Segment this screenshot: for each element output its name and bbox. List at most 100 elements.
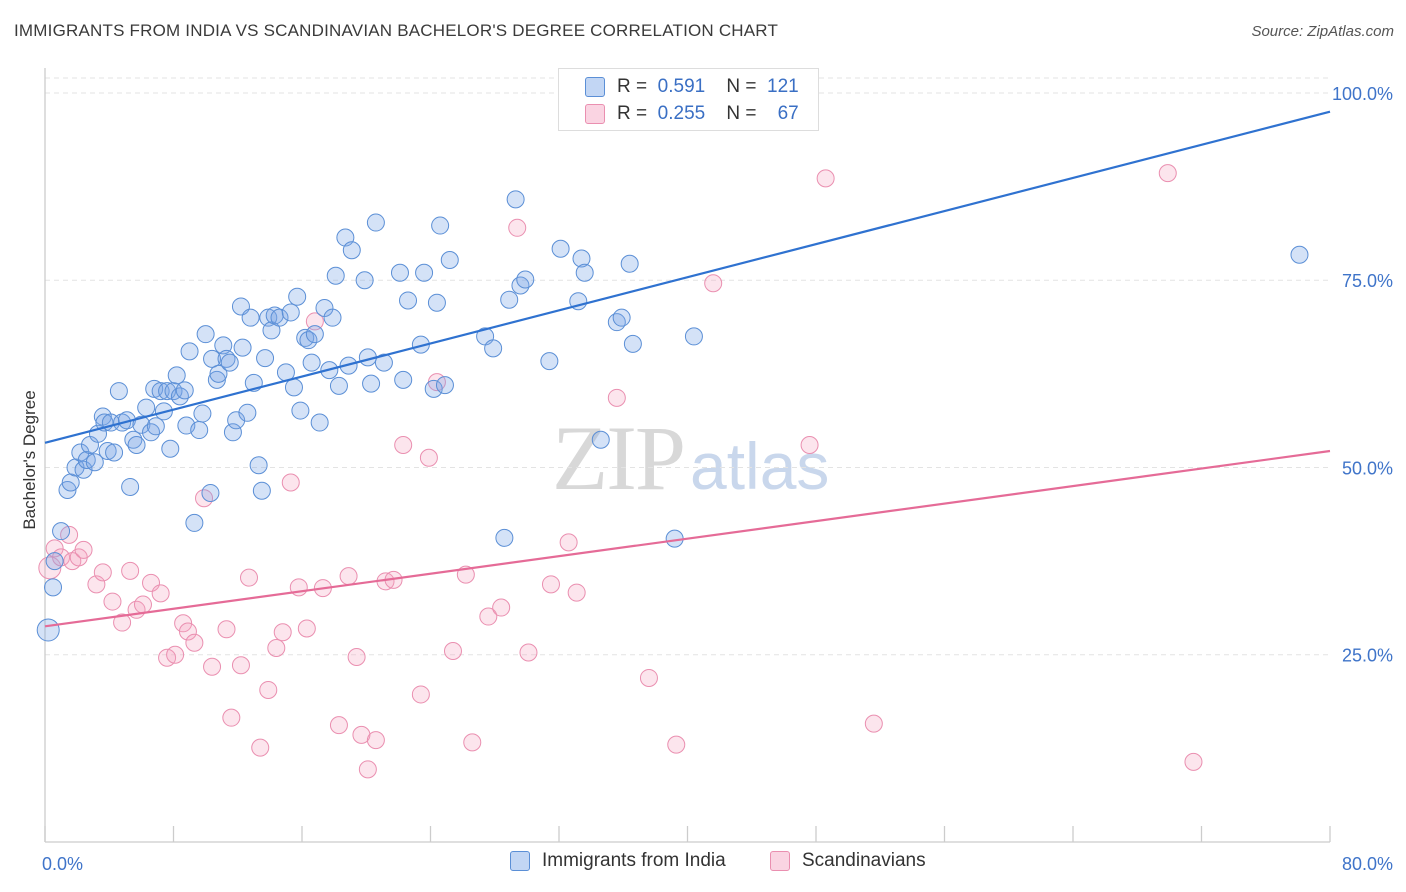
data-point-india [203, 349, 222, 368]
legend-swatch-india [585, 77, 605, 97]
data-point-india [180, 342, 199, 361]
data-point-india [44, 578, 63, 597]
data-point-india [151, 382, 170, 401]
data-point-india [190, 421, 209, 440]
data-point-scandinavians [347, 647, 366, 666]
trend-line-india [44, 110, 1331, 444]
data-point-india [241, 308, 260, 327]
data-point-india [167, 366, 186, 385]
data-point-india [262, 321, 281, 340]
data-point-scandinavians [864, 714, 883, 733]
data-point-india [132, 415, 151, 434]
data-point-india [45, 552, 64, 571]
data-point-scandinavians [639, 668, 658, 687]
data-point-india [291, 401, 310, 420]
data-point-india [310, 413, 329, 432]
legend-row-india: R = 0.591 N = 121 [585, 74, 799, 100]
legend-n-value: 67 [777, 103, 799, 124]
data-point-india [175, 381, 194, 400]
chart-title: IMMIGRANTS FROM INDIA VS SCANDINAVIAN BA… [14, 21, 779, 40]
data-point-india [238, 403, 257, 422]
data-point-india [575, 263, 594, 282]
data-point-india [612, 308, 631, 327]
data-point-scandinavians [113, 613, 132, 632]
data-point-scandinavians [174, 614, 193, 633]
data-point-india [427, 293, 446, 312]
data-point-india [220, 353, 239, 372]
data-point-scandinavians [178, 622, 197, 641]
data-point-india [551, 239, 570, 258]
data-point-scandinavians [339, 567, 358, 586]
data-point-scandinavians [541, 575, 560, 594]
data-point-india [98, 442, 117, 461]
data-point-india [572, 249, 591, 268]
legend-n-label: N = [726, 76, 757, 97]
data-point-india [495, 528, 514, 547]
data-point-scandinavians [358, 760, 377, 779]
data-point-scandinavians [45, 539, 64, 558]
data-point-india [435, 376, 454, 395]
data-point-india [484, 339, 503, 358]
data-point-scandinavians [479, 607, 498, 626]
data-point-india [109, 382, 128, 401]
data-point-scandinavians [203, 657, 222, 676]
data-point-india [214, 336, 233, 355]
y-tick-label: 50.0% [1342, 458, 1393, 478]
data-point-scandinavians [151, 584, 170, 603]
legend-swatch-scandinavians [585, 104, 605, 124]
data-point-india [684, 327, 703, 346]
data-point-scandinavians [222, 708, 241, 727]
data-point-india [227, 411, 246, 430]
data-point-scandinavians [443, 642, 462, 660]
series-legend-scandinavians[interactable]: Scandinavians [770, 850, 926, 872]
data-point-india [623, 334, 642, 353]
series-label-scandinavians: Scandinavians [802, 850, 926, 871]
legend-n-label: N = [726, 103, 757, 124]
data-point-india [366, 213, 385, 232]
x-tick-label: 80.0% [1342, 854, 1393, 874]
data-point-scandinavians [1184, 752, 1203, 771]
data-point-scandinavians [267, 639, 286, 658]
data-point-scandinavians [133, 595, 152, 614]
data-point-india [506, 190, 525, 209]
data-point-india [342, 241, 361, 260]
series-swatch-india [510, 851, 530, 871]
series-legend: Immigrants from India Scandinavians [0, 850, 1406, 878]
data-point-india [52, 522, 71, 541]
data-point-scandinavians [1158, 164, 1177, 183]
data-point-scandinavians [704, 274, 723, 293]
data-point-india [74, 460, 93, 479]
legend-r-label: R = [617, 76, 648, 97]
data-point-india [256, 349, 275, 368]
data-point-india [161, 439, 180, 458]
data-point-scandinavians [492, 598, 511, 617]
data-point-india [124, 430, 143, 449]
y-tick-label: 25.0% [1342, 646, 1393, 666]
data-point-scandinavians [281, 473, 300, 492]
y-axis-label: Bachelor's Degree [20, 390, 39, 529]
series-swatch-scandinavians [770, 851, 790, 871]
data-point-india [415, 263, 434, 282]
data-point-india [302, 353, 321, 372]
data-point-scandinavians [103, 592, 122, 611]
data-point-india [223, 423, 242, 442]
data-point-india [296, 328, 315, 347]
data-point-scandinavians [297, 619, 316, 638]
data-point-india [61, 473, 80, 492]
data-point-india [71, 443, 90, 462]
series-legend-india[interactable]: Immigrants from India [510, 850, 726, 872]
data-point-scandinavians [166, 645, 185, 664]
legend-r-label: R = [617, 103, 648, 124]
data-point-india [121, 477, 140, 496]
data-point-scandinavians [508, 218, 527, 237]
data-point-india [201, 483, 220, 502]
data-point-india [355, 271, 374, 290]
data-point-scandinavians [463, 733, 482, 752]
data-point-scandinavians [800, 436, 819, 455]
data-point-scandinavians [305, 312, 324, 331]
data-point-india [329, 376, 348, 395]
data-point-scandinavians [251, 738, 270, 757]
data-point-scandinavians [519, 643, 538, 662]
data-point-india [399, 291, 418, 310]
